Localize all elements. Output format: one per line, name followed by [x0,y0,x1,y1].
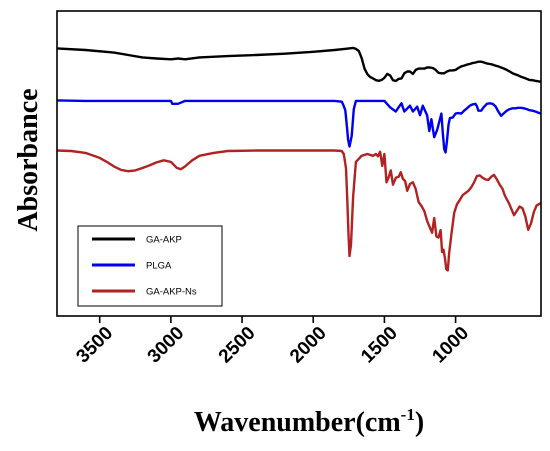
legend-label-plga: PLGA [146,261,172,272]
series-line-ga-akp-ns [56,149,542,272]
x-axis-title-suffix: ) [415,407,424,438]
x-axis-title-main: Wavenumber(cm [194,407,401,438]
series-line-ga-akp [56,46,542,83]
legend: GA-AKP PLGA GA-AKP-Ns [77,225,223,307]
series-line-plga [56,99,542,154]
x-axis-title: Wavenumber(cm-1) [194,405,424,438]
x-axis-title-superscript: -1 [401,405,415,424]
plot-frame [56,10,542,317]
legend-label-ga-akp-ns: GA-AKP-Ns [146,287,197,298]
series-layer [56,46,542,272]
legend-items: GA-AKP PLGA GA-AKP-Ns [92,235,197,298]
legend-label-ga-akp: GA-AKP [146,235,182,246]
y-axis-title: Absorbance [13,88,44,231]
